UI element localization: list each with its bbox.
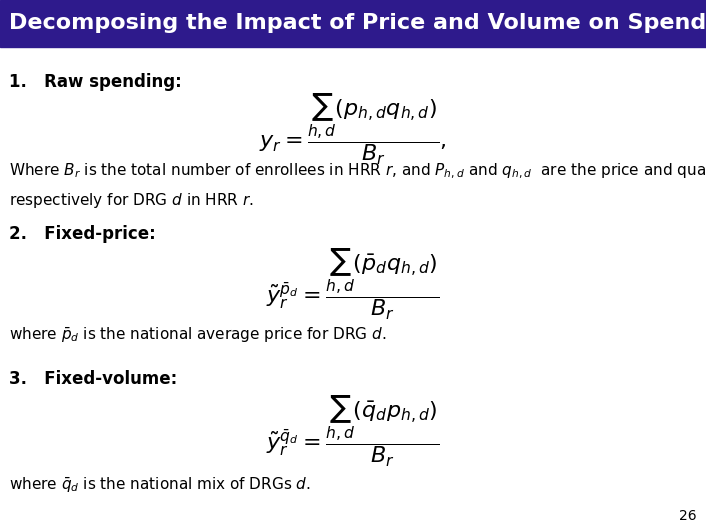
FancyBboxPatch shape (0, 0, 706, 47)
Text: where $\bar{q}_d$ is the national mix of DRGs $d$.: where $\bar{q}_d$ is the national mix of… (9, 476, 311, 495)
Text: 26: 26 (679, 509, 697, 523)
Text: $\tilde{y}_r^{\bar{p}_d} = \dfrac{\sum_{h,d}(\bar{p}_d q_{h,d})}{B_r}$: $\tilde{y}_r^{\bar{p}_d} = \dfrac{\sum_{… (266, 247, 440, 322)
Text: 2.   Fixed-price:: 2. Fixed-price: (9, 225, 156, 243)
Text: $y_r = \dfrac{\sum_{h,d}(p_{h,d}q_{h,d})}{B_r},$: $y_r = \dfrac{\sum_{h,d}(p_{h,d}q_{h,d})… (259, 92, 447, 167)
Text: 3.   Fixed-volume:: 3. Fixed-volume: (9, 370, 177, 388)
Text: Where $B_r$ is the total number of enrollees in HRR $r$, and $P_{h,d}$ and $q_{h: Where $B_r$ is the total number of enrol… (9, 162, 706, 210)
Text: where $\bar{p}_d$ is the national average price for DRG $d$.: where $\bar{p}_d$ is the national averag… (9, 326, 386, 345)
Text: Decomposing the Impact of Price and Volume on Spending: Decomposing the Impact of Price and Volu… (9, 13, 706, 33)
Text: 1.   Raw spending:: 1. Raw spending: (9, 73, 182, 91)
Text: $\tilde{y}_r^{\bar{q}_d} = \dfrac{\sum_{h,d}(\bar{q}_d p_{h,d})}{B_r}$: $\tilde{y}_r^{\bar{q}_d} = \dfrac{\sum_{… (266, 394, 440, 469)
